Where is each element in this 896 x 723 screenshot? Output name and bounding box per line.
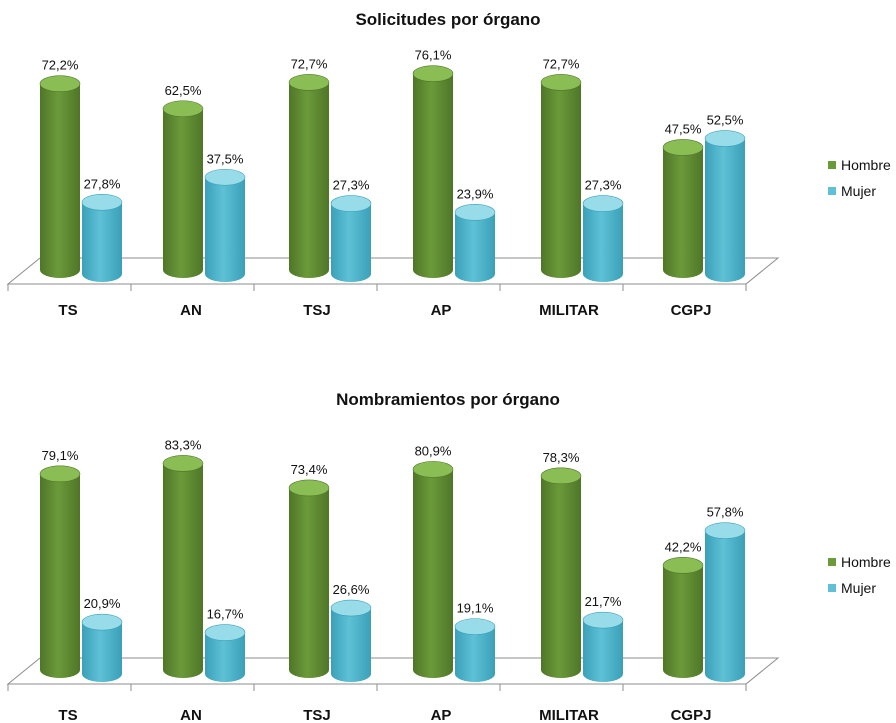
bar-mujer-cgpj [704, 130, 746, 282]
data-label-hombre-an: 83,3% [165, 437, 202, 452]
bar-mujer-militar [582, 611, 624, 682]
data-label-hombre-cgpj: 42,2% [665, 539, 702, 554]
category-label-ts: TS [58, 707, 77, 723]
legend-item-hombre: Hombre [828, 549, 891, 575]
chart-nombramientos: 79,1% 20,9% TS 83,3% 16,7% AN 73,4% 26,6% TSJ 80,… [0, 380, 896, 723]
bar-mujer-an [204, 168, 246, 282]
legend-nombramientos: Hombre Mujer [828, 549, 891, 601]
bar-mujer-ap [454, 204, 496, 282]
bar-hombre-militar [540, 74, 582, 279]
bar-hombre-ts [39, 75, 81, 278]
data-label-mujer-tsj: 26,6% [333, 582, 370, 597]
legend-item-mujer: Mujer [828, 575, 891, 601]
data-label-hombre-cgpj: 47,5% [665, 121, 702, 136]
data-label-mujer-an: 37,5% [207, 151, 244, 166]
data-label-mujer-cgpj: 52,5% [707, 113, 744, 128]
category-label-militar: MILITAR [539, 302, 599, 319]
bar-mujer-cgpj [704, 522, 746, 682]
chart-nombramientos-plot: 79,1% 20,9% TS 83,3% 16,7% AN 73,4% 26,6% TSJ 80,… [6, 437, 780, 723]
chart-title-nombramientos: Nombramientos por órgano [336, 390, 560, 409]
legend-solicitudes: Hombre Mujer [828, 152, 891, 204]
bar-mujer-an [204, 624, 246, 682]
bar-hombre-cgpj [662, 557, 704, 678]
data-label-hombre-ts: 72,2% [42, 58, 79, 73]
category-label-cgpj: CGPJ [671, 302, 712, 319]
bar-hombre-ts [39, 465, 81, 678]
legend-swatch-mujer [828, 187, 836, 195]
data-label-hombre-tsj: 72,7% [291, 56, 328, 71]
data-label-mujer-cgpj: 57,8% [707, 505, 744, 520]
bar-mujer-ts [81, 613, 123, 682]
data-label-mujer-an: 16,7% [207, 607, 244, 622]
data-label-mujer-ts: 20,9% [84, 596, 121, 611]
legend-swatch-hombre [828, 558, 836, 566]
chart-floor [6, 657, 780, 685]
data-label-mujer-ts: 27,8% [84, 176, 121, 191]
category-label-ap: AP [431, 707, 452, 723]
legend-label-hombre: Hombre [841, 554, 891, 570]
legend-item-hombre: Hombre [828, 152, 891, 178]
legend-label-hombre: Hombre [841, 157, 891, 173]
bar-hombre-an [162, 455, 204, 678]
data-label-hombre-ap: 80,9% [415, 443, 452, 458]
bar-mujer-tsj [330, 599, 372, 682]
data-label-hombre-ts: 79,1% [42, 448, 79, 463]
category-label-ap: AP [431, 302, 452, 319]
data-label-mujer-ap: 19,1% [457, 601, 494, 616]
bar-hombre-tsj [288, 479, 330, 678]
bar-mujer-militar [582, 195, 624, 282]
bar-hombre-an [162, 100, 204, 278]
data-label-mujer-militar: 21,7% [585, 594, 622, 609]
bar-hombre-ap [412, 461, 454, 678]
chart-solicitudes: 72,2% 27,8% TS 62,5% 37,5% AN 72,7% 27,3% TSJ 76,… [0, 0, 896, 340]
bar-hombre-tsj [288, 74, 330, 279]
legend-swatch-mujer [828, 584, 836, 592]
bar-hombre-cgpj [662, 139, 704, 278]
category-label-cgpj: CGPJ [671, 707, 712, 723]
category-label-ts: TS [58, 302, 77, 319]
bar-mujer-tsj [330, 195, 372, 282]
legend-item-mujer: Mujer [828, 178, 891, 204]
legend-label-mujer: Mujer [841, 580, 877, 596]
category-label-an: AN [180, 302, 202, 319]
data-label-mujer-tsj: 27,3% [333, 178, 370, 193]
bar-mujer-ts [81, 193, 123, 282]
data-label-hombre-militar: 78,3% [543, 450, 580, 465]
bar-hombre-militar [540, 467, 582, 678]
category-label-militar: MILITAR [539, 707, 599, 723]
chart-floor [6, 257, 780, 285]
chart-solicitudes-plot: 72,2% 27,8% TS 62,5% 37,5% AN 72,7% 27,3% TSJ 76,… [6, 48, 780, 319]
data-label-mujer-ap: 23,9% [457, 186, 494, 201]
bar-hombre-ap [412, 65, 454, 278]
chart-title-solicitudes: Solicitudes por órgano [355, 10, 541, 29]
data-label-mujer-militar: 27,3% [585, 178, 622, 193]
bar-mujer-ap [454, 618, 496, 682]
data-label-hombre-tsj: 73,4% [291, 462, 328, 477]
data-label-hombre-an: 62,5% [165, 83, 202, 98]
legend-label-mujer: Mujer [841, 183, 877, 199]
legend-swatch-hombre [828, 161, 836, 169]
data-label-hombre-militar: 72,7% [543, 56, 580, 71]
category-label-tsj: TSJ [303, 707, 331, 723]
category-label-tsj: TSJ [303, 302, 331, 319]
category-label-an: AN [180, 707, 202, 723]
data-label-hombre-ap: 76,1% [415, 48, 452, 63]
